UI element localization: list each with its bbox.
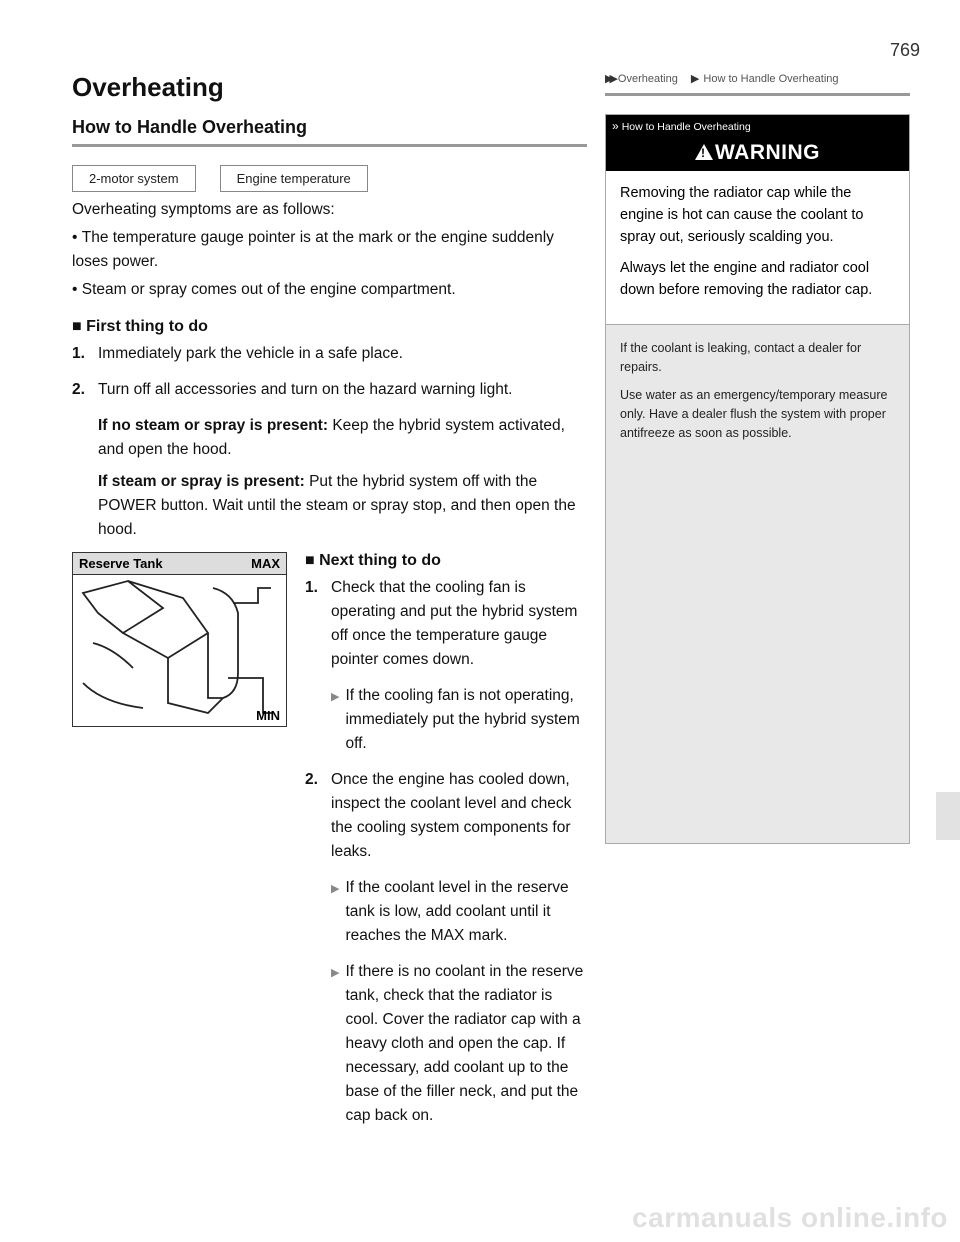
nstep2-detail: If the coolant level in the reserve tank… xyxy=(345,876,587,948)
signs-intro: Overheating symptoms are as follows: xyxy=(72,198,587,222)
tag-engine-temp: Engine temperature xyxy=(220,165,368,192)
nstep2-num: 2. xyxy=(305,768,323,864)
nstep2-detail2: If there is no coolant in the reserve ta… xyxy=(345,960,587,1128)
divider-right xyxy=(605,93,910,96)
steam-title: If steam or spray is present: xyxy=(98,473,305,490)
tag-2motor: 2-motor system xyxy=(72,165,196,192)
warning-text-2: Always let the engine and radiator cool … xyxy=(620,258,895,302)
side-tab xyxy=(936,792,960,840)
breadcrumb-sub: How to Handle Overheating xyxy=(691,73,839,85)
info-header-bar: How to Handle Overheating xyxy=(606,115,909,137)
divider xyxy=(72,144,587,147)
warning-bar: WARNING xyxy=(606,137,909,171)
warning-triangle-icon xyxy=(695,144,713,160)
no-steam-title: If no steam or spray is present: xyxy=(98,417,328,434)
step2-text: Turn off all accessories and turn on the… xyxy=(98,378,512,402)
triangle-icon: ▶ xyxy=(331,965,339,1128)
reserve-tank-figure: Reserve Tank MAX MIN xyxy=(72,552,287,727)
fig-label-max: MAX xyxy=(251,556,280,571)
sign-2: Steam or spray comes out of the engine c… xyxy=(72,278,587,302)
step2-num: 2. xyxy=(72,378,90,402)
nstep1-detail: If the cooling fan is not operating, imm… xyxy=(345,684,587,756)
info-box: How to Handle Overheating WARNING Removi… xyxy=(605,114,910,844)
step1-num: 1. xyxy=(72,342,90,366)
first-thing-header: ■ First thing to do xyxy=(72,318,587,336)
triangle-icon: ▶ xyxy=(331,881,339,948)
sign-1: The temperature gauge pointer is at the … xyxy=(72,226,587,274)
fig-label-reserve: Reserve Tank xyxy=(79,556,163,571)
next-thing-header: ■ Next thing to do xyxy=(305,552,587,570)
watermark: carmanuals online.info xyxy=(632,1202,948,1234)
triangle-icon: ▶ xyxy=(331,689,339,756)
section-header-how: How to Handle Overheating xyxy=(72,117,587,138)
note-1: If the coolant is leaking, contact a dea… xyxy=(620,339,895,377)
tank-illustration-svg xyxy=(73,553,287,727)
nstep2-text: Once the engine has cooled down, inspect… xyxy=(331,768,587,864)
breadcrumb-main: Overheating xyxy=(605,73,678,85)
fig-label-min: MIN xyxy=(256,708,280,723)
page-number: 769 xyxy=(890,40,920,61)
warning-text-1: Removing the radiator cap while the engi… xyxy=(620,183,895,248)
page-title: Overheating xyxy=(72,72,587,103)
note-2: Use water as an emergency/temporary meas… xyxy=(620,386,895,442)
nstep1-num: 1. xyxy=(305,576,323,672)
step1-text: Immediately park the vehicle in a safe p… xyxy=(98,342,403,366)
nstep1-text: Check that the cooling fan is operating … xyxy=(331,576,587,672)
breadcrumb: Overheating How to Handle Overheating xyxy=(605,72,910,85)
